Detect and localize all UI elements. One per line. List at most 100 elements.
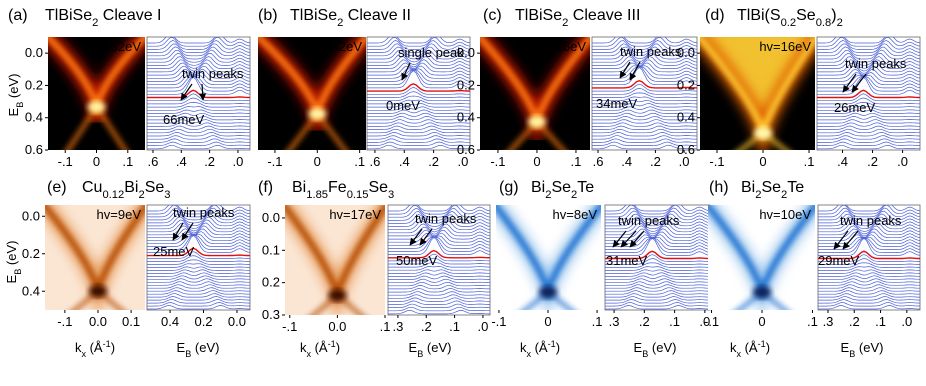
edc-curve: [605, 219, 710, 230]
x-axis-label-part: E: [409, 340, 418, 355]
x-tick-label: .3: [823, 314, 834, 329]
panel-title-part: Se: [551, 179, 571, 196]
panel-title: TlBiSe2 Cleave II: [290, 7, 411, 29]
edc-curve: [147, 302, 250, 307]
x-axis-label-part: (Å: [531, 340, 548, 355]
x-tick-label: .1: [592, 314, 603, 329]
edc-curve: [818, 205, 920, 212]
x-axis-label-part: (eV): [423, 340, 451, 355]
edc-curve: [605, 287, 710, 292]
x-tick-label: .1: [875, 314, 886, 329]
edc-curve: [605, 210, 710, 221]
edc-curve: [147, 296, 250, 301]
edc-curve: [818, 237, 920, 256]
edc-curve: [817, 40, 920, 50]
x-tick-label: .0: [699, 314, 710, 329]
gap-label: 26meV: [834, 100, 876, 115]
edc-curve: [592, 92, 697, 98]
x-tick-label: .1: [804, 154, 815, 169]
arrow: [180, 83, 193, 101]
edc-curve: [147, 75, 250, 92]
edc-curve: [147, 122, 250, 127]
edc-curve: [818, 305, 920, 310]
panel-title-part: Se: [368, 179, 388, 196]
edc-curve-dirac: [147, 247, 250, 257]
edc-curve: [147, 228, 250, 239]
panel-title-part: Cleave I: [98, 7, 161, 24]
arrow: [833, 230, 849, 250]
y-axis-label-part: E: [4, 274, 19, 283]
edc-curve: [147, 138, 250, 143]
edc-curves: [367, 37, 470, 150]
panel-title-part: 2: [781, 189, 787, 201]
edc-curve: [592, 103, 697, 108]
y-tick-label: 0.0: [677, 45, 695, 60]
edc-curve: [388, 236, 490, 249]
dirac-point: [754, 127, 773, 140]
panel-label: (h): [709, 179, 729, 196]
arpes-image: [700, 37, 815, 150]
edc-curve: [592, 141, 697, 146]
edc-curve: [592, 49, 697, 60]
panel-title-part: TlBiSe: [515, 7, 562, 24]
edc-curve: [605, 278, 710, 283]
hv-label: hv=10eV: [759, 207, 811, 222]
gap-label: 66meV: [163, 112, 205, 127]
edc-curve: [147, 75, 250, 89]
y-axis-label-part: (eV): [4, 241, 19, 269]
x-tick-label: -.1: [491, 314, 506, 329]
edc-curve: [817, 68, 920, 79]
edc-curve: [592, 128, 697, 134]
edc-curve: [367, 69, 470, 86]
edc-curve: [147, 293, 250, 298]
edc-curve: [592, 46, 697, 57]
edc-curve: [592, 106, 697, 111]
x-tick-label: .2: [204, 154, 215, 169]
edc-curve: [147, 234, 250, 250]
edc-curve: [818, 213, 920, 224]
edc-curve: [818, 302, 920, 307]
panel-title-part: 0.15: [347, 189, 369, 201]
panel-title-part: Fe: [328, 179, 347, 196]
arpes-image: [285, 205, 385, 315]
x-axis-label-part: (eV): [191, 340, 219, 355]
edc-curve: [147, 278, 250, 283]
y-tick-label: 0.4: [22, 283, 40, 298]
edc-curve: [388, 211, 490, 221]
edc-curve: [817, 112, 920, 118]
panel-label: (g): [499, 179, 519, 196]
edc-curve: [367, 112, 470, 118]
edc-curve: [388, 266, 490, 271]
x-tick-label: 0: [759, 154, 766, 169]
panel-label: (a): [8, 7, 28, 24]
edc-curve: [367, 141, 470, 146]
edc-curve: [388, 278, 490, 284]
edc-curve: [605, 284, 710, 289]
edc-curve: [367, 52, 470, 63]
arrow: [401, 62, 411, 81]
edc-curve: [388, 310, 490, 315]
edc-curve-dirac: [817, 89, 920, 99]
edc-curve: [388, 229, 490, 240]
edc-curve: [592, 43, 697, 53]
x-axis-label: EB (eV): [409, 340, 452, 359]
edc-curve: [388, 294, 490, 299]
edc-curve: [817, 75, 920, 92]
edc-curve: [592, 138, 697, 143]
edc-curve: [367, 37, 470, 44]
x-tick-label: .1: [669, 314, 680, 329]
edc-curve: [367, 144, 470, 150]
edc-curve: [367, 65, 470, 76]
x-tick-label: 0: [758, 314, 765, 329]
y-tick-label: 0.2: [262, 275, 280, 290]
edc-curve: [605, 299, 710, 304]
edc-curve: [147, 234, 250, 253]
edc-curve: [818, 272, 920, 277]
edc-curve: [818, 205, 920, 215]
x-tick-label: .0: [679, 154, 690, 169]
x-axis-label-part: E: [634, 340, 643, 355]
edc-curve-dirac: [367, 83, 470, 92]
edc-curve: [817, 75, 920, 89]
arrow: [629, 61, 641, 81]
panel-title-part: 0.2: [781, 17, 797, 29]
